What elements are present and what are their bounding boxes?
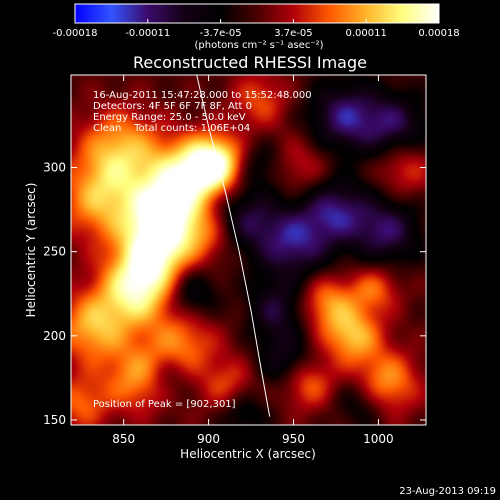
y-axis-ticks: 150 200 250 300 bbox=[43, 161, 426, 427]
info-time-range: 16-Aug-2011 15:47:28.000 to 15:52:48.000 bbox=[93, 90, 312, 101]
plot-frame bbox=[70, 74, 427, 426]
colorbar-tick-label: -0.00018 bbox=[53, 28, 98, 39]
colorbar-tick-label: -0.00011 bbox=[125, 28, 170, 39]
chart-title: Reconstructed RHESSI Image bbox=[133, 53, 367, 72]
generated-timestamp: 23-Aug-2013 09:19 bbox=[399, 486, 496, 497]
info-clean-counts: Clean Total counts: 1.06E+04 bbox=[93, 123, 250, 134]
observation-info: 16-Aug-2011 15:47:28.000 to 15:52:48.000… bbox=[93, 90, 312, 134]
info-energy-range: Energy Range: 25.0 - 50.0 keV bbox=[93, 112, 246, 123]
colorbar-tick-label: 3.7e-05 bbox=[274, 28, 312, 39]
solar-limb-line bbox=[196, 75, 271, 417]
x-tick-label: 850 bbox=[112, 432, 135, 446]
heatmap-image bbox=[71, 75, 426, 425]
y-axis-label: Heliocentric Y (arcsec) bbox=[24, 183, 38, 318]
colorbar-ticks: -0.00018 -0.00011 -3.7e-05 3.7e-05 0.00011 0.… bbox=[53, 19, 460, 39]
colorbar-tick-label: 0.00018 bbox=[418, 28, 459, 39]
colorbar-tick-label: -3.7e-05 bbox=[200, 28, 242, 39]
x-axis-label: Heliocentric X (arcsec) bbox=[180, 447, 316, 461]
y-tick-label: 250 bbox=[43, 245, 66, 259]
colorbar-units-label: (photons cm⁻² s⁻¹ asec⁻²) bbox=[194, 40, 323, 51]
colorbar-tick-label: 0.00011 bbox=[346, 28, 387, 39]
colorbar: -0.00018 -0.00011 -3.7e-05 3.7e-05 0.00011 0.… bbox=[53, 3, 460, 51]
x-tick-label: 950 bbox=[282, 432, 305, 446]
plot-area: 16-Aug-2011 15:47:28.000 to 15:52:48.000… bbox=[43, 74, 427, 446]
x-axis-ticks: 850 900 950 1000 bbox=[112, 75, 394, 446]
y-tick-label: 200 bbox=[43, 329, 66, 343]
colorbar-gradient bbox=[74, 3, 440, 24]
info-detectors: Detectors: 4F 5F 6F 7F 8F, Att 0 bbox=[93, 101, 252, 112]
y-tick-label: 300 bbox=[43, 161, 66, 175]
x-tick-label: 900 bbox=[197, 432, 220, 446]
peak-position-label: Position of Peak = [902,301] bbox=[93, 399, 236, 410]
y-tick-label: 150 bbox=[43, 413, 66, 427]
x-tick-label: 1000 bbox=[363, 432, 394, 446]
